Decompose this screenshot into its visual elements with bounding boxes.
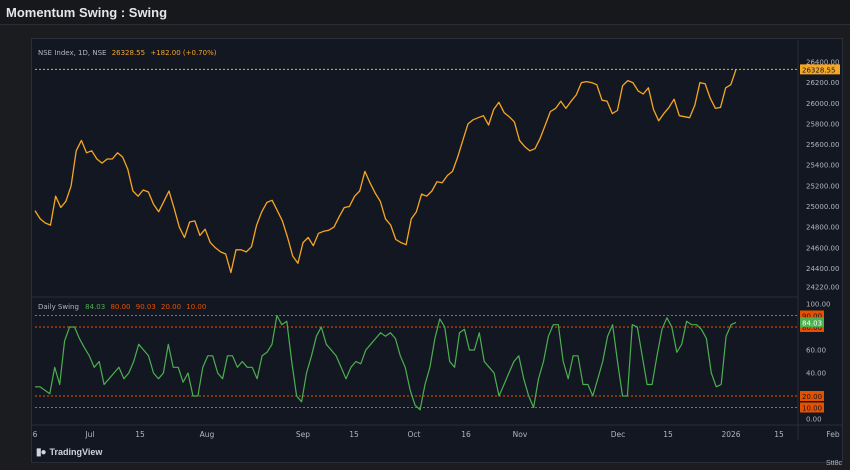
time-axis-tick: 15 [349,430,359,439]
time-axis-tick: 2026 [721,430,740,439]
price-axis-tick: 25800.00 [806,120,839,128]
price-axis-tick: 26200.00 [806,79,839,87]
last-price-badge-text: 26328.55 [802,66,835,74]
oscillator-level-badge-text: 90.00 [802,313,822,321]
oscillator-level-badge-text: 20.00 [802,393,822,401]
price-axis-tick: 26400.00 [806,59,839,67]
time-axis-tick: 15 [135,430,145,439]
price-axis-tick: 25400.00 [806,162,839,170]
corner-label: Stt8c [826,460,842,467]
oscillator-legend-v1: 84.03 [85,303,105,311]
oscillator-level-badge [800,391,824,401]
oscillator-legend-v2: 80.00 [110,303,130,311]
oscillator-axis-tick: 60.00 [806,347,826,355]
price-axis-tick: 25200.00 [806,182,839,190]
oscillator-legend-v4: 20.00 [161,303,181,311]
time-axis-tick: 15 [774,430,784,439]
time-axis-tick: Sep [296,430,310,439]
tradingview-brand: TradingView [49,447,103,457]
oscillator-last-badge [800,317,824,328]
price-axis-tick: 24800.00 [806,224,839,232]
last-price-badge [800,64,840,75]
oscillator-level-badge [800,310,824,321]
oscillator-legend-name: Daily Swing [38,303,79,311]
oscillator-level-badge-text: 80.00 [802,324,822,332]
price-axis-tick: 24220.00 [806,284,839,292]
oscillator-axis-tick: 0.00 [806,416,822,424]
time-axis-tick: 6 [33,430,38,439]
oscillator-level-badge [800,402,824,413]
time-axis-tick: 16 [461,430,471,439]
time-axis-tick: Aug [200,430,215,439]
time-axis-tick: Feb [826,430,840,439]
price-series-line [34,69,737,274]
price-axis-tick: 24400.00 [806,265,839,273]
time-axis-tick: Oct [408,430,421,439]
oscillator-last-badge-text: 84.03 [802,319,822,327]
price-axis-tick: 25000.00 [806,203,839,211]
oscillator-level-badge-text: 10.00 [802,405,822,413]
price-legend: NSE Index, 1D, NSE 26328.55 +182.00 (+0.… [38,49,217,57]
oscillator-axis-tick: 100.00 [806,301,831,309]
time-axis-tick: Dec [611,430,626,439]
price-legend-symbol: NSE Index, 1D, NSE [38,49,106,57]
oscillator-legend-v3: 90.03 [136,303,156,311]
price-axis-tick: 25600.00 [806,141,839,149]
time-axis-tick: Jul [84,430,94,439]
window-title: Momentum Swing : Swing [6,5,168,20]
window-title-bar: Momentum Swing : Swing [0,0,850,25]
tradingview-logo[interactable]: ▮● TradingView [36,447,102,458]
price-axis-tick: 24600.00 [806,244,839,252]
tradingview-logo-icon: ▮● [36,447,47,458]
chart-panel[interactable] [31,38,843,463]
oscillator-legend-v5: 10.00 [186,303,206,311]
time-axis-tick: 15 [663,430,673,439]
oscillator-legend: Daily Swing 84.03 80.00 90.03 20.00 10.0… [38,303,206,311]
price-legend-last: 26328.55 [112,49,145,57]
oscillator-axis-tick: 40.00 [806,370,826,378]
price-axis-tick: 26000.00 [806,100,839,108]
oscillator-series-line [35,314,737,411]
price-legend-change: +182.00 (+0.70%) [150,49,216,57]
time-axis-tick: Nov [513,430,528,439]
